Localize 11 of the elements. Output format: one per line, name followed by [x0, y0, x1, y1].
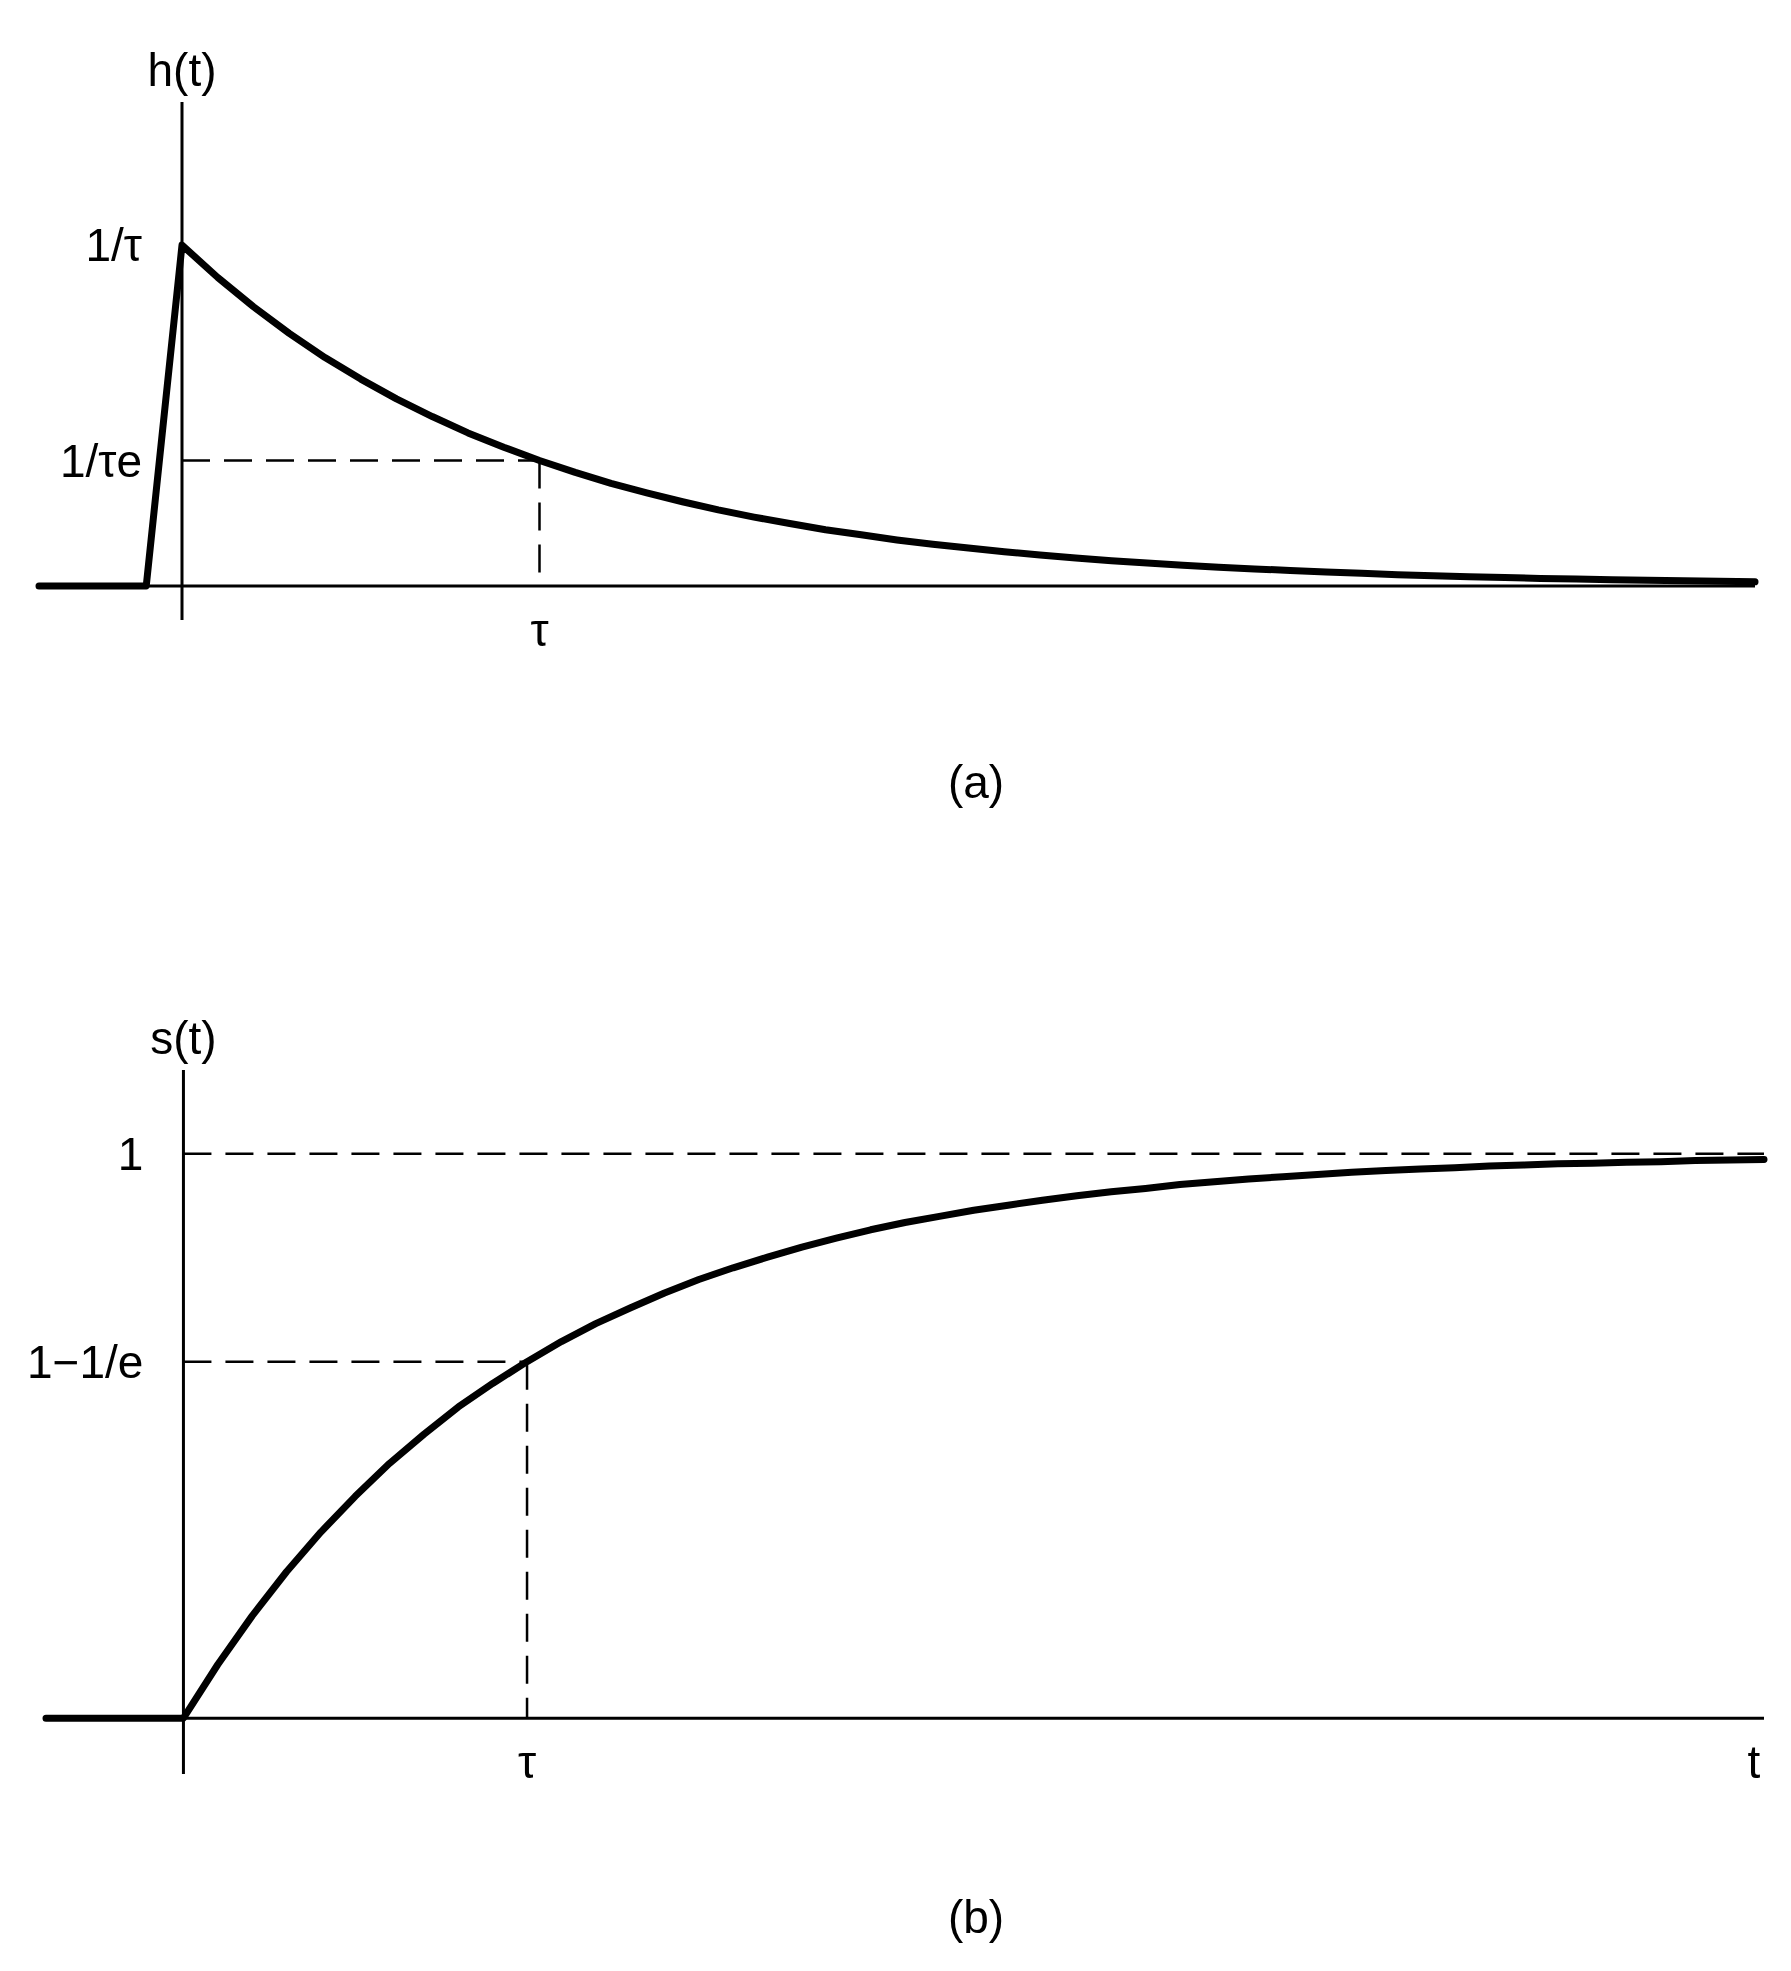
text: τ: [517, 1736, 537, 1789]
x-axis-title: t: [1747, 1736, 1761, 1789]
ref-line-label: 1: [117, 1127, 144, 1180]
text: (a): [947, 756, 1005, 808]
ref-line-label: 1−1/e: [27, 1335, 144, 1388]
y-axis-title: s(t): [150, 1012, 217, 1064]
text: (b): [947, 1891, 1005, 1943]
ref-line-label: 1/τe: [59, 434, 142, 487]
y-axis-title: h(t): [147, 44, 217, 96]
text: τ: [530, 603, 549, 656]
annotation: 1/τ: [85, 219, 142, 272]
